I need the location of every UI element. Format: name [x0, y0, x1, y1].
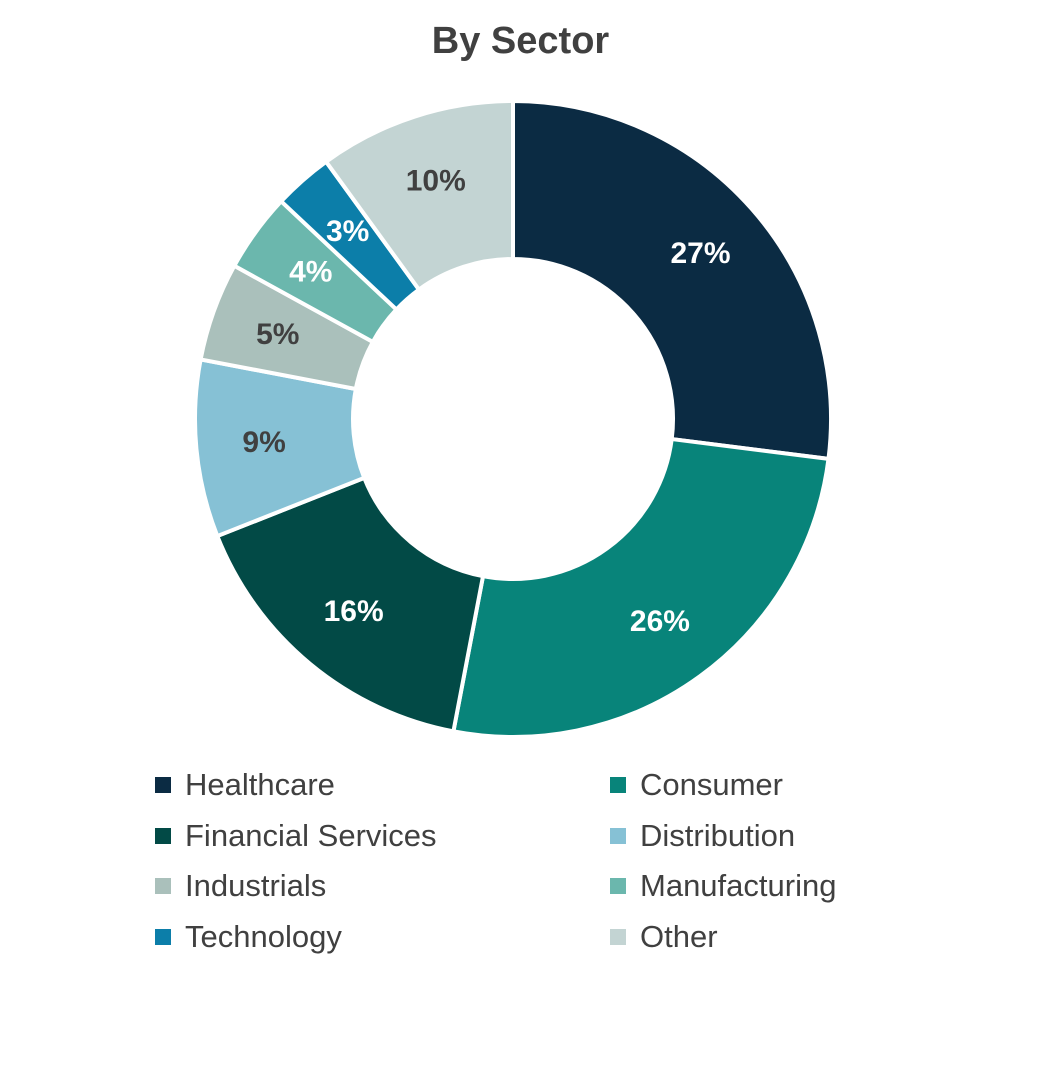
slice-healthcare: [511, 99, 833, 461]
legend-label: Financial Services: [185, 817, 437, 853]
slice-label-manufacturing: 4%: [289, 256, 332, 289]
slice-consumer: [451, 437, 831, 739]
legend-item-other: Other: [610, 912, 915, 963]
donut-labels: 27% 26% 16% 9% 5% 4% 3% 10%: [242, 165, 730, 638]
legend-item-financial-services: Financial Services: [155, 811, 610, 862]
chart-title: By Sector: [431, 20, 610, 62]
legend-swatch: [155, 827, 171, 844]
legend-label: Consumer: [640, 767, 783, 803]
donut-chart: 27% 26% 16% 9% 5% 4% 3% 10%: [193, 99, 833, 739]
legend-swatch: [610, 827, 626, 844]
slice-other: [324, 99, 515, 292]
legend-swatch: [610, 928, 626, 945]
slice-label-financial-services: 16%: [324, 595, 384, 628]
legend-item-technology: Technology: [155, 912, 610, 963]
slice-label-industrials: 5%: [256, 318, 299, 351]
legend-swatch: [155, 777, 171, 794]
chart-legend: Healthcare Consumer Financial Services Dist…: [155, 760, 915, 962]
legend-swatch: [610, 878, 626, 895]
legend-item-healthcare: Healthcare: [155, 760, 610, 811]
legend-item-industrials: Industrials: [155, 861, 610, 912]
legend-label: Industrials: [185, 868, 327, 904]
legend-swatch: [610, 777, 626, 794]
legend-label: Technology: [185, 918, 342, 954]
slice-label-other: 10%: [406, 165, 466, 198]
legend-label: Other: [640, 918, 718, 954]
slice-label-consumer: 26%: [630, 605, 690, 638]
legend-item-distribution: Distribution: [610, 811, 915, 862]
slice-label-healthcare: 27%: [671, 237, 731, 270]
legend-swatch: [155, 878, 171, 895]
legend-item-manufacturing: Manufacturing: [610, 861, 915, 912]
legend-item-consumer: Consumer: [610, 760, 915, 811]
slice-financial-services: [215, 475, 486, 734]
slice-label-distribution: 9%: [242, 426, 285, 459]
legend-swatch: [155, 928, 171, 945]
slice-label-technology: 3%: [326, 215, 369, 248]
legend-label: Healthcare: [185, 767, 335, 803]
legend-label: Manufacturing: [640, 868, 837, 904]
legend-label: Distribution: [640, 817, 796, 853]
donut-slices: [193, 99, 833, 739]
